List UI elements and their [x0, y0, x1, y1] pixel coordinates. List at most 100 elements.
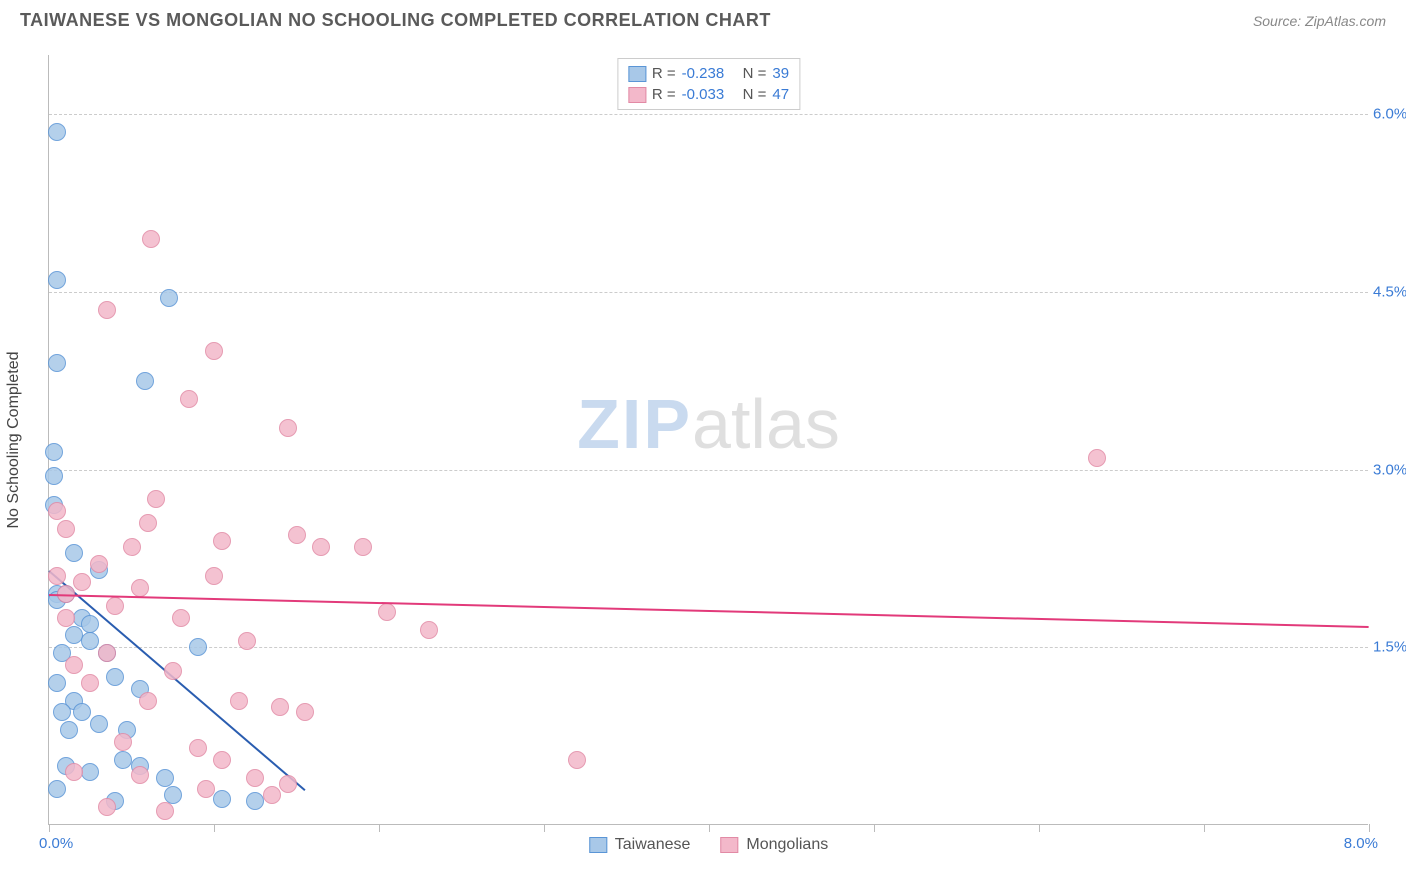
x-tick — [214, 824, 215, 832]
data-point — [81, 615, 99, 633]
data-point — [1088, 449, 1106, 467]
y-axis-title: No Schooling Completed — [5, 351, 23, 528]
y-tick-label: 4.5% — [1373, 283, 1406, 300]
trend-line — [49, 594, 1369, 628]
legend-swatch — [589, 837, 607, 853]
series-label: Mongolians — [746, 836, 828, 854]
data-point — [180, 390, 198, 408]
stats-legend-row: R =-0.238N =39 — [628, 63, 789, 84]
series-legend: Taiwanese Mongolians — [589, 836, 828, 854]
data-point — [48, 354, 66, 372]
n-label: N = — [743, 86, 767, 103]
r-value: -0.238 — [682, 65, 737, 82]
gridline-h — [49, 470, 1368, 471]
data-point — [139, 692, 157, 710]
data-point — [60, 721, 78, 739]
data-point — [213, 790, 231, 808]
data-point — [213, 532, 231, 550]
x-tick — [1369, 824, 1370, 832]
data-point — [48, 271, 66, 289]
series-label: Taiwanese — [615, 836, 691, 854]
data-point — [279, 775, 297, 793]
scatter-chart: No Schooling Completed ZIPatlas 0.0% 8.0… — [48, 55, 1368, 825]
r-label: R = — [652, 86, 676, 103]
data-point — [230, 692, 248, 710]
data-point — [238, 632, 256, 650]
data-point — [568, 751, 586, 769]
legend-swatch — [628, 66, 646, 82]
x-tick — [49, 824, 50, 832]
data-point — [189, 739, 207, 757]
source-attribution: Source: ZipAtlas.com — [1253, 13, 1386, 29]
data-point — [197, 780, 215, 798]
data-point — [98, 798, 116, 816]
data-point — [172, 609, 190, 627]
stats-legend-row: R =-0.033N =47 — [628, 84, 789, 105]
legend-swatch — [720, 837, 738, 853]
data-point — [156, 769, 174, 787]
gridline-h — [49, 292, 1368, 293]
series-legend-item: Mongolians — [720, 836, 828, 854]
data-point — [136, 372, 154, 390]
n-value: 47 — [772, 86, 789, 103]
x-tick — [874, 824, 875, 832]
data-point — [156, 802, 174, 820]
data-point — [147, 490, 165, 508]
data-point — [106, 597, 124, 615]
y-tick-label: 3.0% — [1373, 461, 1406, 478]
data-point — [48, 674, 66, 692]
data-point — [65, 626, 83, 644]
data-point — [57, 520, 75, 538]
gridline-h — [49, 114, 1368, 115]
data-point — [142, 230, 160, 248]
x-axis-max-label: 8.0% — [1344, 835, 1378, 852]
x-tick — [1204, 824, 1205, 832]
series-legend-item: Taiwanese — [589, 836, 691, 854]
data-point — [48, 502, 66, 520]
data-point — [57, 609, 75, 627]
data-point — [73, 703, 91, 721]
data-point — [420, 621, 438, 639]
data-point — [271, 698, 289, 716]
data-point — [189, 638, 207, 656]
data-point — [81, 763, 99, 781]
data-point — [53, 703, 71, 721]
data-point — [123, 538, 141, 556]
data-point — [131, 766, 149, 784]
n-value: 39 — [772, 65, 789, 82]
x-axis-min-label: 0.0% — [39, 835, 73, 852]
x-tick — [709, 824, 710, 832]
data-point — [213, 751, 231, 769]
x-tick — [1039, 824, 1040, 832]
stats-legend: R =-0.238N =39R =-0.033N =47 — [617, 58, 800, 110]
y-tick-label: 1.5% — [1373, 639, 1406, 656]
data-point — [279, 419, 297, 437]
data-point — [378, 603, 396, 621]
legend-swatch — [628, 87, 646, 103]
watermark: ZIPatlas — [577, 384, 840, 464]
data-point — [45, 467, 63, 485]
data-point — [164, 662, 182, 680]
data-point — [90, 715, 108, 733]
data-point — [263, 786, 281, 804]
data-point — [205, 342, 223, 360]
data-point — [81, 632, 99, 650]
data-point — [296, 703, 314, 721]
data-point — [312, 538, 330, 556]
data-point — [354, 538, 372, 556]
watermark-zip: ZIP — [577, 385, 692, 463]
data-point — [98, 301, 116, 319]
data-point — [65, 656, 83, 674]
data-point — [246, 769, 264, 787]
y-tick-label: 6.0% — [1373, 106, 1406, 123]
data-point — [139, 514, 157, 532]
watermark-atlas: atlas — [692, 385, 840, 463]
data-point — [131, 579, 149, 597]
chart-title: TAIWANESE VS MONGOLIAN NO SCHOOLING COMP… — [20, 10, 771, 31]
data-point — [48, 567, 66, 585]
data-point — [160, 289, 178, 307]
data-point — [98, 644, 116, 662]
data-point — [81, 674, 99, 692]
data-point — [205, 567, 223, 585]
data-point — [114, 733, 132, 751]
